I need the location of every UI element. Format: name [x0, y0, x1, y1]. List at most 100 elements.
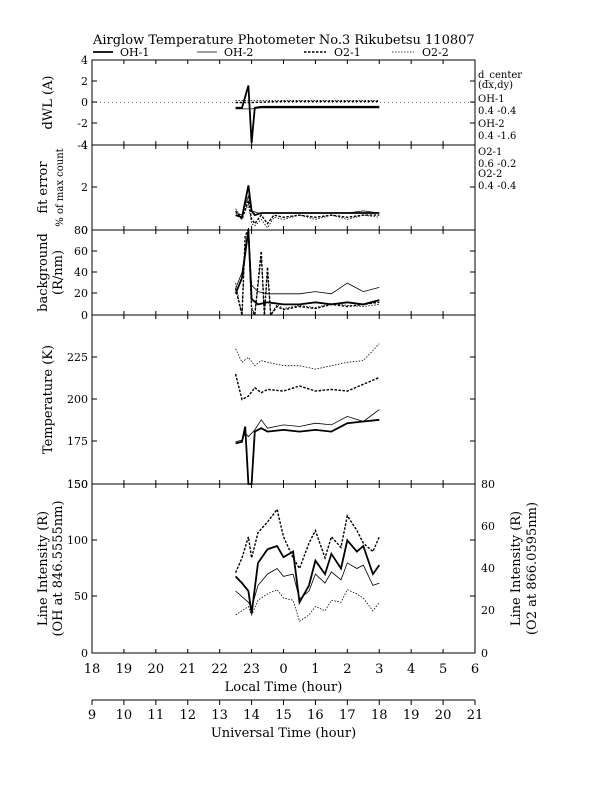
xtick-label-universal: 20: [435, 708, 452, 723]
legend-label-o2-2: O2-2: [422, 46, 449, 59]
panel-dwl: 4 2 0 -2 -4 dWL (A): [41, 54, 476, 152]
panel-temperature: 225 200 175 150 Temperature (K): [41, 314, 476, 491]
ytick-label-background: 80: [74, 224, 88, 237]
ylabel2-intensity: (OH at 846.5555nm): [51, 500, 66, 636]
ytick-label-dwl: 0: [81, 96, 88, 109]
side-note-name-o2-1: O2-1: [478, 147, 502, 158]
xtick-label-local: 3: [375, 662, 383, 677]
ylabel-intensity: Line Intensity (R): [36, 511, 51, 626]
xtick-label-universal: 12: [179, 708, 196, 723]
xtick-label-local: 2: [343, 662, 351, 677]
chart-title-group: Airglow Temperature Photometer No.3 Riku…: [92, 33, 475, 48]
ylabel-right-intensity: Line Intensity (R): [509, 511, 524, 626]
side-note-value-oh-2: 0.4 -1.6: [478, 131, 516, 142]
panel-frame-temperature: [91, 314, 476, 485]
series-fit-o2-1: [235, 200, 380, 225]
series-intensity-o2-1: [234, 507, 380, 573]
legend: OH-1 OH-2 O2-1 O2-2: [93, 46, 449, 59]
ytick-label-fit: 2: [81, 181, 88, 194]
series-background-o2-1: [234, 227, 380, 318]
panel-fit: 4 2 0 fit error % of max count: [36, 139, 476, 237]
series-dwl-oh-1: [235, 85, 380, 143]
xtick-label-universal: 18: [371, 708, 388, 723]
panel-frame-background: [91, 229, 476, 316]
legend-label-o2-1: O2-1: [334, 46, 361, 59]
series-temperature-o2-2: [235, 343, 380, 370]
xtick-label-local: 6: [471, 662, 479, 677]
side-note-value-o2-1: 0.6 -0.2: [478, 159, 516, 170]
xtick-label-universal: 16: [307, 708, 324, 723]
series-background-oh-2: [235, 227, 380, 295]
ytick-label-temperature: 175: [67, 435, 88, 448]
ytick-label-background: 60: [74, 245, 88, 258]
side-note-value-oh-1: 0.4 -0.4: [478, 106, 516, 117]
xlabel-universal: Universal Time (hour): [211, 726, 356, 741]
series-dwl-o2-1: [235, 100, 380, 104]
ytick-label-dwl: -2: [77, 117, 88, 130]
panel-frame-intensity: [91, 483, 476, 654]
ytick-label-intensity: 150: [67, 478, 88, 491]
ytick-right-label-intensity: 20: [481, 604, 495, 617]
side-notes: d_center(dx,dy)OH-10.4 -0.4OH-20.4 -1.6O…: [478, 70, 522, 192]
series-temperature-oh-2: [235, 409, 380, 443]
side-note-header: d_center: [478, 70, 522, 81]
ytick-label-dwl: -4: [77, 139, 88, 152]
series-intensity-o2-2: [235, 589, 380, 622]
side-note-value-o2-2: 0.4 -0.4: [478, 181, 516, 192]
ytick-label-fit: 0: [81, 224, 88, 237]
xtick-label-local: 21: [179, 662, 196, 677]
panel-background: 80 60 40 20 0 background (R/nm): [36, 224, 476, 322]
series-dwl-oh-2: [235, 107, 380, 110]
ylabel-fit: fit error: [36, 161, 51, 214]
ytick-label-intensity: 50: [74, 590, 88, 603]
chart-title: Airglow Temperature Photometer No.3 Riku…: [92, 33, 475, 48]
side-note-name-o2-2: O2-2: [478, 169, 502, 180]
ylabel-right2-intensity: (O2 at 866.0595nm): [525, 502, 540, 635]
ytick-label-background: 20: [74, 287, 88, 300]
xtick-label-local: 20: [148, 662, 165, 677]
ytick-label-intensity: 0: [81, 647, 88, 660]
xtick-label-universal: 14: [243, 708, 260, 723]
series-temperature-oh-1: [235, 418, 380, 485]
side-note-name-oh-1: OH-1: [478, 94, 505, 105]
xtick-label-local: 19: [116, 662, 133, 677]
ytick-label-temperature: 225: [67, 351, 88, 364]
xtick-label-universal: 19: [403, 708, 420, 723]
series-temperature-o2-1: [234, 373, 380, 401]
ytick-label-temperature: 150: [67, 478, 88, 491]
xtick-label-local: 18: [84, 662, 101, 677]
ytick-label-background: 40: [74, 266, 88, 279]
series-fit-o2-2: [235, 203, 380, 229]
series-background-o2-2: [235, 231, 380, 317]
xtick-label-local: 1: [311, 662, 319, 677]
ytick-right-label-intensity: 80: [481, 478, 495, 491]
xtick-label-universal: 11: [148, 708, 165, 723]
side-note-name-oh-2: OH-2: [478, 119, 505, 130]
ytick-right-label-intensity: 60: [481, 520, 495, 533]
xtick-label-universal: 15: [275, 708, 292, 723]
xtick-label-local: 5: [439, 662, 447, 677]
ytick-right-label-intensity: 0: [481, 647, 488, 660]
ytick-label-fit: 4: [81, 139, 88, 152]
ylabel2-fit: % of max count: [55, 148, 66, 226]
series-intensity-oh-1: [234, 538, 381, 614]
ytick-label-dwl: 4: [81, 54, 88, 67]
xtick-label-local: 22: [211, 662, 228, 677]
ylabel-temperature: Temperature (K): [41, 345, 56, 454]
ytick-label-temperature: 200: [67, 393, 88, 406]
ylabel2-background: (R/nm): [51, 250, 66, 295]
xtick-label-universal: 13: [211, 708, 228, 723]
xlabel-local: Local Time (hour): [225, 680, 343, 695]
panel-frame-dwl: [91, 59, 476, 146]
ytick-right-label-intensity: 40: [481, 562, 495, 575]
series-intensity-oh-2: [235, 562, 380, 609]
ylabel-dwl: dWL (A): [41, 76, 56, 130]
xtick-label-universal: 9: [88, 708, 96, 723]
xtick-label-local: 23: [243, 662, 260, 677]
legend-label-oh-2: OH-2: [224, 46, 253, 59]
xtick-label-universal: 17: [339, 708, 356, 723]
